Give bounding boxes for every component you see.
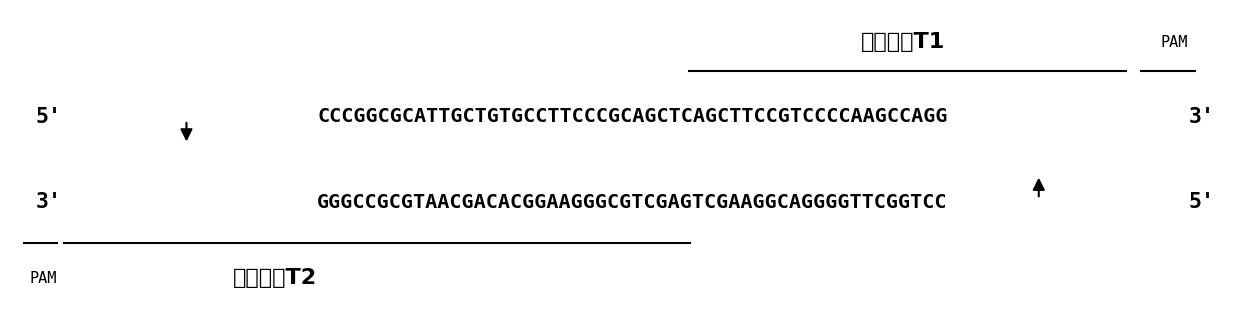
- Text: 3': 3': [36, 192, 62, 212]
- Text: 5': 5': [36, 107, 62, 127]
- Text: CCCGGCGCATTGCTGTGCCTTCCCGCAGCTCAGCTTCCGTCCCCAAGCCAGG: CCCGGCGCATTGCTGTGCCTTCCCGCAGCTCAGCTTCCGT…: [317, 107, 947, 126]
- Text: PAM: PAM: [1161, 35, 1188, 50]
- Text: 反向靶标T2: 反向靶标T2: [233, 268, 317, 288]
- Text: 3': 3': [1188, 107, 1214, 127]
- Text: GGGCCGCGTAACGACACGGAAGGGCGTCGAGTCGAAGGCAGGGGTTCGGTCC: GGGCCGCGTAACGACACGGAAGGGCGTCGAGTCGAAGGCA…: [317, 193, 947, 212]
- Text: 正向靶标T1: 正向靶标T1: [861, 32, 945, 52]
- Text: PAM: PAM: [30, 271, 57, 286]
- Text: 5': 5': [1188, 192, 1214, 212]
